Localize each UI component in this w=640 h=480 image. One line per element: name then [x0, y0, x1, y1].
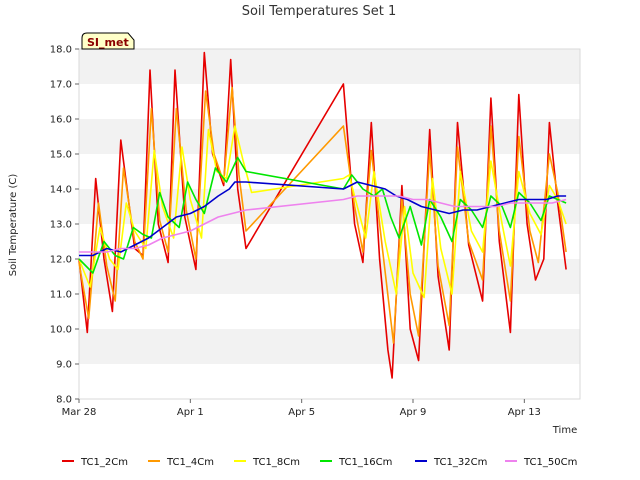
y-tick-label: 11.0 [50, 290, 72, 301]
series-lines [78, 51, 567, 379]
x-axis-ticks: Mar 28 Apr 1 Apr 5 Apr 9 Apr 13 [62, 399, 541, 418]
x-tick-label: Apr 1 [177, 407, 204, 418]
y-tick-label: 10.0 [50, 325, 72, 336]
legend-label: TC1_50Cm [523, 457, 577, 468]
grid-band [79, 259, 580, 294]
y-tick-label: 16.0 [50, 115, 72, 126]
grid-band [79, 329, 580, 364]
legend-label: TC1_16Cm [338, 457, 392, 468]
series-line-tc1-4cm [78, 86, 567, 344]
y-tick-label: 12.0 [50, 255, 72, 266]
y-tick-label: 13.0 [50, 220, 72, 231]
station-badge: SI_met [81, 32, 135, 50]
y-tick-label: 9.0 [56, 360, 72, 371]
x-tick-label: Apr 13 [508, 407, 541, 418]
grid-band [79, 119, 580, 154]
legend: TC1_2Cm TC1_4Cm TC1_8Cm TC1_16Cm TC1_32Cm TC1… [62, 457, 577, 468]
grid-band [79, 49, 580, 84]
y-axis-label: Soil Temperature (C) [8, 174, 19, 277]
legend-label: TC1_32Cm [433, 457, 487, 468]
x-axis-label: Time [552, 425, 577, 436]
y-tick-label: 15.0 [50, 150, 72, 161]
series-line-tc1-32cm [79, 181, 567, 257]
badge-box [81, 32, 135, 50]
chart-title: Soil Temperatures Set 1 [242, 4, 397, 19]
legend-label: TC1_4Cm [166, 457, 214, 468]
y-tick-label: 8.0 [56, 395, 72, 406]
x-tick-label: Mar 28 [62, 407, 97, 418]
y-tick-label: 17.0 [50, 80, 72, 91]
legend-label: TC1_8Cm [252, 457, 300, 468]
y-tick-label: 14.0 [50, 185, 72, 196]
y-axis-ticks: 8.0 9.0 10.0 11.0 12.0 13.0 14.0 15.0 16.0 17.0 18… [50, 45, 79, 406]
badge-label: SI_met [87, 36, 129, 49]
y-tick-label: 18.0 [50, 45, 72, 56]
x-tick-label: Apr 5 [288, 407, 315, 418]
x-tick-label: Apr 9 [400, 407, 427, 418]
series-line-tc1-50cm [79, 195, 567, 253]
legend-label: TC1_2Cm [80, 457, 128, 468]
